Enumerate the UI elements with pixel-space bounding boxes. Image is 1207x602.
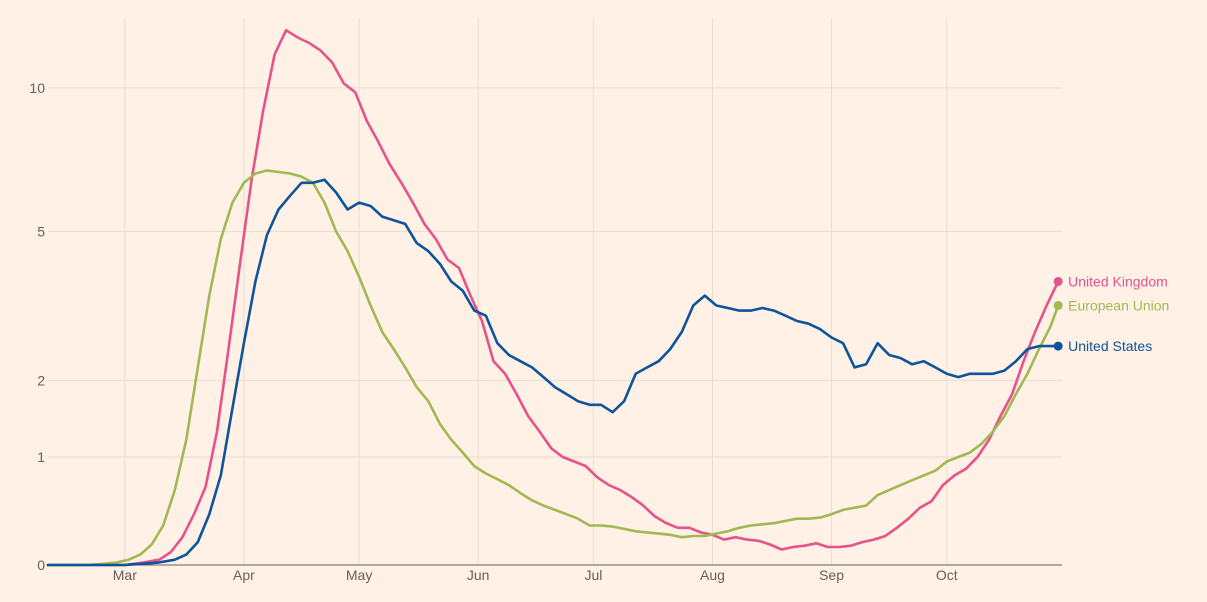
x-tick-label-oct: Oct	[936, 567, 958, 583]
series-line-european-union	[46, 169, 1060, 567]
series-label-european-union: European Union	[1068, 297, 1169, 313]
y-tick-label-2: 2	[37, 372, 45, 388]
series-end-dot-united-states	[1053, 341, 1063, 351]
x-tick-label-sep: Sep	[819, 567, 844, 583]
y-gridlines	[48, 87, 1062, 458]
series-end-dot-european-union	[1053, 300, 1063, 310]
series-lines	[46, 28, 1060, 567]
y-axis-labels: 0 1 2 5 10	[29, 80, 45, 573]
y-tick-label-0: 0	[37, 557, 45, 573]
y-tick-label-10: 10	[29, 80, 45, 96]
x-tick-label-may: May	[346, 567, 372, 583]
x-axis-labels: Mar Apr May Jun Jul Aug Sep Oct	[113, 567, 958, 583]
x-tick-label-jul: Jul	[584, 567, 602, 583]
series-line-united-kingdom	[46, 28, 1060, 567]
series-end-dot-united-kingdom	[1053, 276, 1063, 286]
series-end-labels: United Kingdom European Union United State…	[1053, 273, 1169, 354]
x-tick-label-mar: Mar	[113, 567, 137, 583]
series-line-united-states	[46, 178, 1060, 567]
y-tick-label-1: 1	[37, 449, 45, 465]
series-label-united-states: United States	[1068, 338, 1152, 354]
x-tick-label-aug: Aug	[700, 567, 725, 583]
x-tick-label-apr: Apr	[233, 567, 255, 583]
y-tick-label-5: 5	[37, 223, 45, 239]
x-tick-label-jun: Jun	[467, 567, 490, 583]
series-label-united-kingdom: United Kingdom	[1068, 273, 1168, 289]
x-gridlines	[124, 18, 948, 565]
